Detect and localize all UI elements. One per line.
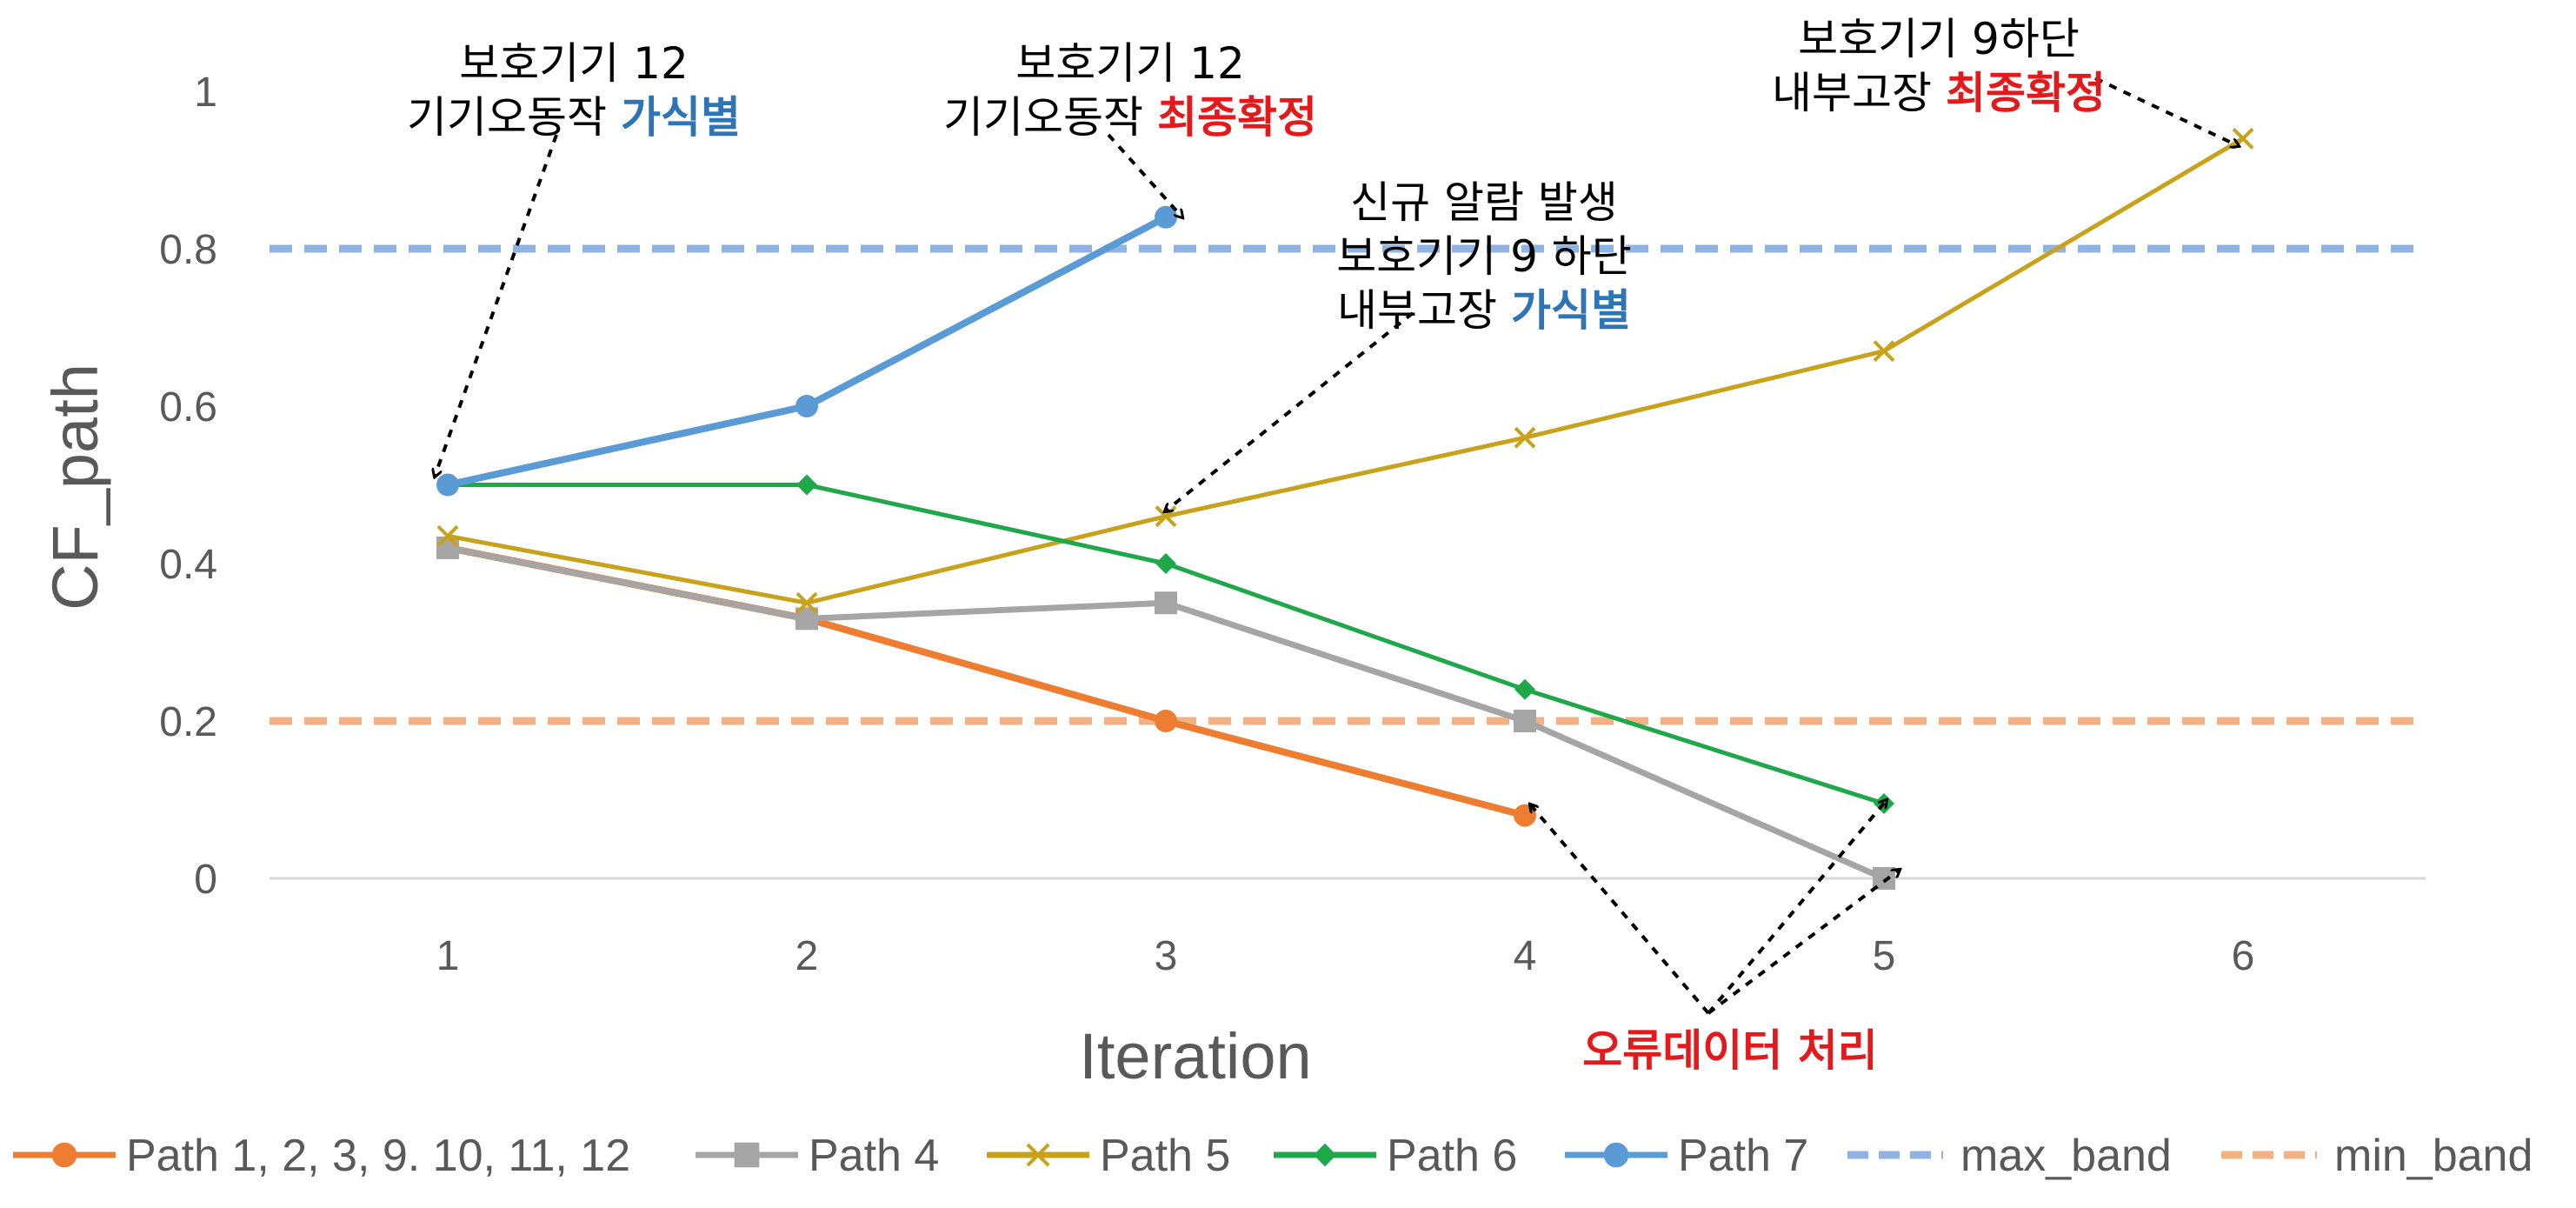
data-point (2232, 127, 2254, 150)
annotation-arrow (1707, 800, 1887, 1015)
annotation-text: 보호기기 12 (459, 38, 689, 89)
y-tick-label: 0.8 (159, 227, 217, 273)
series-line-path-5 (447, 137, 2245, 605)
data-point (795, 395, 818, 417)
annotation-text: 보호기기 12 (1015, 38, 1245, 89)
annotation-text: 신규 알람 발생 (1350, 177, 1618, 228)
legend-item: Path 6 (1274, 1131, 1517, 1181)
y-axis-title: CF_path (39, 364, 111, 611)
annotation-arrow (1165, 311, 1414, 511)
data-point (1514, 426, 1536, 449)
data-point (1514, 710, 1536, 732)
annotation-text: 보호기기 9하단 (1798, 14, 2080, 64)
series-path-4 (436, 536, 1895, 890)
y-tick-label: 0 (194, 857, 217, 903)
data-point (436, 473, 459, 497)
legend-item: Path 1, 2, 3, 9. 10, 11, 12 (13, 1131, 630, 1181)
data-point (1603, 1142, 1629, 1168)
annotation-arrow (1530, 804, 1710, 1015)
x-tick-label: 1 (436, 933, 460, 979)
annotation: 오류데이터 처리 (1582, 1025, 1877, 1076)
legend-item: Path 5 (987, 1131, 1230, 1181)
x-tick-label: 6 (2232, 933, 2255, 979)
legend-label: Path 5 (1100, 1131, 1230, 1181)
x-tick-label: 4 (1514, 933, 1537, 979)
legend-label: Path 1, 2, 3, 9. 10, 11, 12 (126, 1131, 630, 1181)
data-point (1514, 678, 1535, 700)
x-tick-label: 3 (1155, 933, 1178, 979)
data-point (796, 474, 817, 496)
annotation-text: 기기오동작 가식별 (407, 92, 741, 143)
y-tick-label: 0.6 (159, 384, 217, 430)
legend-label: Path 4 (809, 1131, 939, 1181)
legend-item: max_band (1847, 1131, 2172, 1181)
data-point (1873, 340, 1895, 363)
data-point (51, 1142, 77, 1168)
series-path-5 (436, 127, 2254, 614)
data-point (1155, 205, 1177, 229)
legend-label: Path 6 (1387, 1131, 1517, 1181)
data-point (436, 524, 459, 547)
legend-item: Path 4 (696, 1131, 939, 1181)
y-tick-label: 1 (194, 70, 217, 116)
data-point (1313, 1143, 1337, 1167)
x-tick-label: 2 (795, 933, 819, 979)
annotation-arrow (435, 134, 558, 477)
legend-item: Path 7 (1565, 1131, 1808, 1181)
data-point (1026, 1143, 1050, 1167)
annotation-arrow (2094, 77, 2239, 146)
series-path-6 (437, 474, 1894, 815)
series-line-path-1-2-3-9-10-11-12 (447, 544, 1527, 819)
legend-item: min_band (2221, 1131, 2533, 1181)
legend-label: max_band (1960, 1131, 2172, 1181)
data-point (734, 1142, 760, 1168)
annotation-text: 오류데이터 처리 (1582, 1025, 1877, 1076)
data-point (436, 536, 459, 559)
annotation-text: 내부고장 가식별 (1337, 285, 1631, 336)
x-axis-title: Iteration (1079, 1020, 1311, 1092)
data-point (1155, 710, 1177, 732)
series-line-path-7 (447, 214, 1168, 489)
x-tick-label: 5 (1873, 933, 1896, 979)
data-point (1155, 591, 1177, 615)
legend-label: Path 7 (1678, 1131, 1808, 1181)
legend-label: min_band (2334, 1131, 2533, 1181)
annotation-text: 내부고장 최종확정 (1772, 68, 2106, 118)
y-tick-label: 0.4 (159, 542, 217, 588)
y-tick-label: 0.2 (159, 699, 217, 745)
annotation-text: 보호기기 9 하단 (1336, 231, 1632, 282)
legend: Path 1, 2, 3, 9. 10, 11, 12 Path 4 Path 5 P… (13, 1131, 2533, 1181)
data-point (1155, 553, 1176, 574)
data-point (795, 591, 818, 614)
series-line-path-6 (448, 483, 1885, 806)
annotation-arrow (1707, 870, 1900, 1015)
annotation-text: 기기오동작 최종확정 (943, 92, 1317, 143)
annotation-arrow (1107, 133, 1182, 217)
